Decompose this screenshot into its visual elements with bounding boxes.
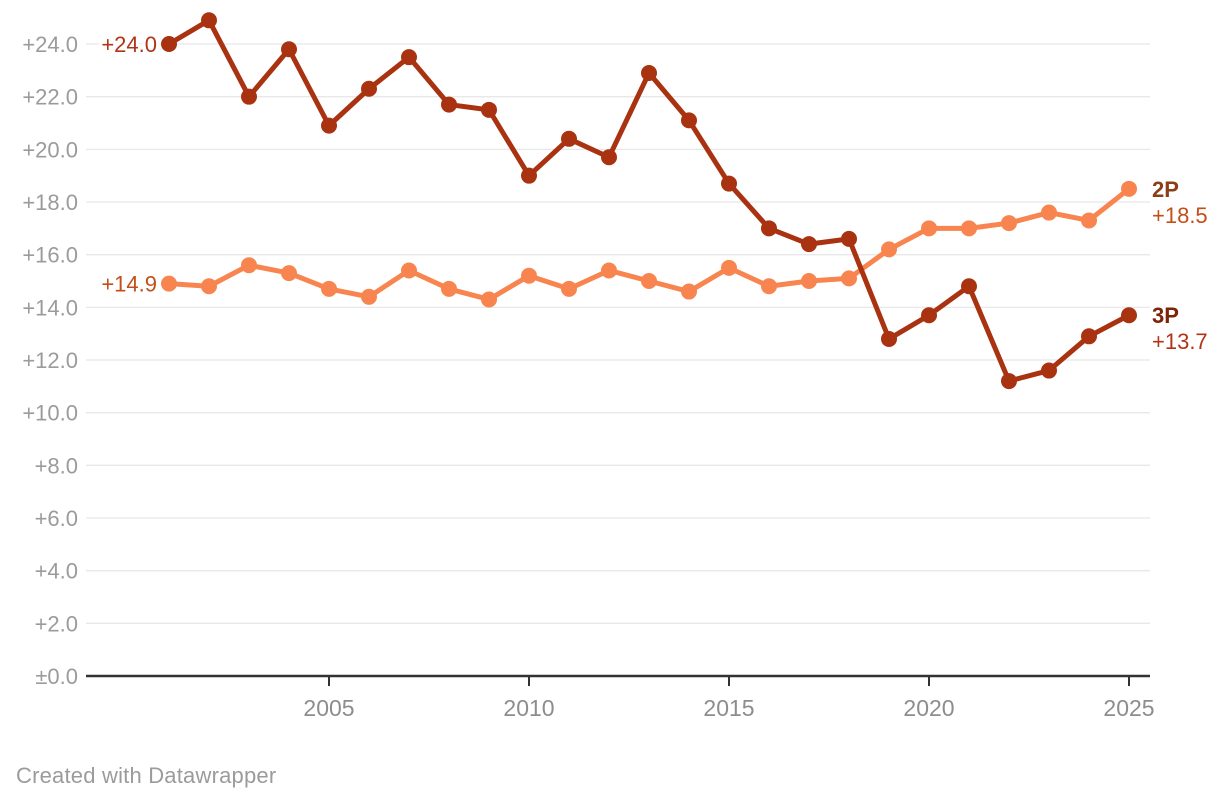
series-3P-data-point[interactable]	[241, 88, 257, 105]
series-2P-data-point[interactable]	[721, 259, 737, 276]
x-axis-tick-label: 2025	[1103, 695, 1154, 721]
series-2P-data-point[interactable]	[401, 262, 417, 279]
series-3P-data-point[interactable]	[961, 278, 977, 295]
series-2P-data-point[interactable]	[321, 280, 337, 297]
y-axis-tick-label: +4.0	[35, 559, 78, 584]
series-3P-data-point[interactable]	[201, 12, 217, 29]
series-2P-data-point[interactable]	[881, 241, 897, 258]
x-axis-tick-label: 2010	[503, 695, 554, 721]
y-axis-tick-label: +16.0	[22, 243, 78, 268]
x-axis-tick-label: 2005	[303, 695, 354, 721]
series-3P-data-point[interactable]	[1121, 307, 1137, 324]
y-axis-tick-label: +14.0	[22, 295, 78, 320]
series-3P-data-point[interactable]	[801, 236, 817, 253]
series-3P-data-point[interactable]	[281, 41, 297, 58]
y-axis-tick-label: +6.0	[35, 506, 78, 531]
series-2P-data-point[interactable]	[921, 220, 937, 237]
series-2P-start-value-label: +14.9	[101, 272, 157, 297]
series-2P-data-point[interactable]	[1001, 215, 1017, 232]
series-3P-data-point[interactable]	[881, 330, 897, 347]
series-2P-data-point[interactable]	[561, 280, 577, 297]
series-3P-start-value-label: +24.0	[101, 32, 157, 57]
series-2P-data-point[interactable]	[841, 270, 857, 287]
series-2P-end-value-label: +18.5	[1152, 203, 1208, 228]
y-axis-tick-label: +20.0	[22, 137, 78, 162]
series-3P-data-point[interactable]	[441, 96, 457, 113]
series-2P-data-point[interactable]	[281, 265, 297, 282]
series-3P-data-point[interactable]	[1081, 328, 1097, 345]
series-3P-name-label: 3P	[1152, 303, 1179, 328]
line-chart-plot: +24.0 +22.0 +20.0 +18.0 +16.0 +14.0 +12.0 +10.0…	[22, 12, 1208, 721]
series-3P-data-point[interactable]	[721, 175, 737, 192]
datawrapper-attribution-link[interactable]: Created with Datawrapper	[16, 763, 277, 788]
series-3P-data-point[interactable]	[681, 112, 697, 129]
series-2P-data-point[interactable]	[241, 257, 257, 274]
series-3P-data-point[interactable]	[161, 36, 177, 53]
series-3P-data-point[interactable]	[921, 307, 937, 324]
series-2P-data-point[interactable]	[1041, 204, 1057, 221]
y-axis-tick-label: +18.0	[22, 190, 78, 215]
series-2P-data-point[interactable]	[521, 267, 537, 284]
series-2P-data-point[interactable]	[761, 278, 777, 295]
y-axis-tick-label: ±0.0	[35, 664, 78, 689]
series-2P-data-point[interactable]	[801, 273, 817, 290]
series-2P-data-point[interactable]	[441, 280, 457, 297]
series-3P-data-point[interactable]	[1041, 362, 1057, 379]
series-3P-data-point[interactable]	[761, 220, 777, 237]
series-3P-data-point[interactable]	[601, 149, 617, 166]
series-2P-data-point[interactable]	[481, 291, 497, 308]
series-2P-data-point[interactable]	[201, 278, 217, 295]
series-3P-data-point[interactable]	[521, 167, 537, 184]
y-axis-tick-label: +22.0	[22, 85, 78, 110]
series-2P-data-point[interactable]	[161, 275, 177, 292]
series-2P-data-point[interactable]	[961, 220, 977, 237]
y-axis-tick-label: +10.0	[22, 401, 78, 426]
y-axis-tick-label: +12.0	[22, 348, 78, 373]
series-2P-name-label: 2P	[1152, 177, 1179, 202]
series-3P-data-point[interactable]	[401, 49, 417, 66]
series-2P-data-point[interactable]	[641, 273, 657, 290]
series-3P-data-point[interactable]	[361, 80, 377, 97]
series-2P-data-point[interactable]	[1121, 180, 1137, 197]
x-axis-tick-label: 2015	[703, 695, 754, 721]
series-2P-data-point[interactable]	[681, 283, 697, 300]
series-2P-data-point[interactable]	[1081, 212, 1097, 229]
series-2P-data-point[interactable]	[601, 262, 617, 279]
x-axis-tick-label: 2020	[903, 695, 954, 721]
y-axis-tick-label: +8.0	[35, 453, 78, 478]
series-3P-data-point[interactable]	[841, 230, 857, 247]
series-3P-data-point[interactable]	[1001, 373, 1017, 390]
y-axis-tick-label: +2.0	[35, 611, 78, 636]
series-3P-data-point[interactable]	[641, 64, 657, 81]
series-3P-end-value-label: +13.7	[1152, 329, 1208, 354]
series-3P-data-point[interactable]	[321, 117, 337, 134]
y-axis-tick-label: +24.0	[22, 32, 78, 57]
series-2P-data-point[interactable]	[361, 288, 377, 305]
series-3P-data-point[interactable]	[561, 130, 577, 147]
series-3P-data-point[interactable]	[481, 101, 497, 118]
